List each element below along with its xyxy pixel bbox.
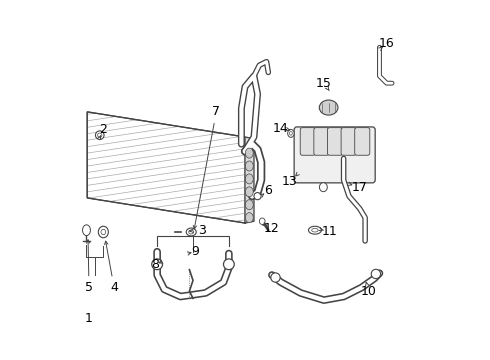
Text: 4: 4 <box>110 281 118 294</box>
Ellipse shape <box>259 218 265 225</box>
Text: 8: 8 <box>151 258 159 271</box>
Ellipse shape <box>245 174 253 184</box>
Text: 1: 1 <box>85 311 93 325</box>
Text: 7: 7 <box>212 105 220 118</box>
Text: 13: 13 <box>282 175 298 188</box>
Ellipse shape <box>152 259 163 270</box>
Ellipse shape <box>245 213 253 223</box>
Ellipse shape <box>98 133 102 137</box>
Text: 5: 5 <box>85 281 93 294</box>
Text: 9: 9 <box>191 245 199 258</box>
Ellipse shape <box>271 273 280 282</box>
FancyBboxPatch shape <box>294 127 375 183</box>
Ellipse shape <box>245 148 253 158</box>
FancyBboxPatch shape <box>355 128 370 155</box>
Ellipse shape <box>254 193 261 200</box>
Ellipse shape <box>245 187 253 197</box>
FancyBboxPatch shape <box>327 128 343 155</box>
Ellipse shape <box>309 226 321 234</box>
FancyBboxPatch shape <box>314 128 329 155</box>
Ellipse shape <box>288 130 294 137</box>
Text: 11: 11 <box>321 225 337 238</box>
Ellipse shape <box>319 100 338 115</box>
Polygon shape <box>245 137 254 223</box>
Text: 16: 16 <box>379 37 394 50</box>
Text: 3: 3 <box>198 224 206 237</box>
Ellipse shape <box>319 183 327 192</box>
Ellipse shape <box>101 229 106 235</box>
FancyBboxPatch shape <box>341 128 356 155</box>
Ellipse shape <box>371 269 381 279</box>
Text: 14: 14 <box>273 122 289 135</box>
Ellipse shape <box>189 230 194 234</box>
Text: 10: 10 <box>361 285 377 298</box>
Ellipse shape <box>245 161 253 171</box>
Text: 12: 12 <box>264 222 280 235</box>
Ellipse shape <box>82 225 91 235</box>
Ellipse shape <box>312 228 318 232</box>
Ellipse shape <box>98 226 108 238</box>
Ellipse shape <box>186 228 196 236</box>
Ellipse shape <box>96 131 104 139</box>
Text: 17: 17 <box>352 181 368 194</box>
Ellipse shape <box>290 132 293 135</box>
Text: 2: 2 <box>99 123 107 136</box>
Ellipse shape <box>223 259 234 270</box>
Ellipse shape <box>245 200 253 210</box>
Polygon shape <box>87 112 245 223</box>
Text: 6: 6 <box>265 184 272 197</box>
Text: 15: 15 <box>316 77 332 90</box>
FancyBboxPatch shape <box>300 128 315 155</box>
